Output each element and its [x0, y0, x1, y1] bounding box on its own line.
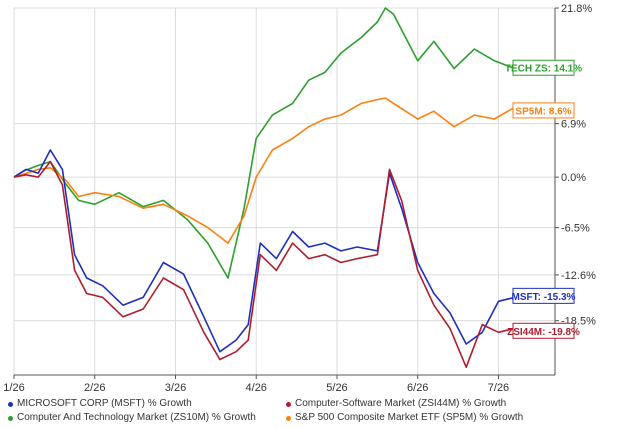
y-axis-ticks: 21.8%6.9%0.0%-6.5%-12.6%-18.5%: [554, 3, 596, 375]
legend-item-zsi44m: Computer-Software Market (ZSI44M) % Grow…: [286, 398, 506, 411]
series-end-labels: TECH ZS: 14.1% SP5M: 8.6% MSFT: -15.3% ZSI4…: [505, 59, 582, 339]
legend-label-zs10m: Computer And Technology Market (ZS10M) %…: [17, 412, 256, 423]
legend-marker-msft: [8, 401, 13, 407]
x-tick-label: 3/26: [165, 382, 186, 394]
legend-label-msft: MICROSOFT CORP (MSFT) % Growth: [17, 398, 192, 409]
end-label-box-zsi44m: [512, 322, 575, 339]
series-line-zsi44m: [13, 160, 547, 369]
x-tick-label: 2/26: [84, 382, 105, 394]
legend-item-msft: MICROSOFT CORP (MSFT) % Growth: [8, 398, 192, 411]
y-tick-label: -6.5%: [561, 223, 590, 235]
end-label-zsi44m: ZSI44M: -19.8%: [507, 327, 580, 338]
x-tick-label: 4/26: [246, 382, 267, 394]
legend: MICROSOFT CORP (MSFT) % Growth Computer-…: [8, 396, 613, 426]
series-line-sp5m: [13, 97, 547, 244]
end-label-box-msft: [512, 287, 575, 304]
series-lines: [13, 7, 548, 369]
series-line-msft: [13, 149, 548, 353]
legend-marker-sp5m: [286, 415, 291, 421]
end-label-zs10m: TECH ZS: 14.1%: [505, 64, 582, 75]
y-tick-label: 21.8%: [561, 3, 592, 15]
y-tick-label: 6.9%: [561, 119, 586, 131]
grid: [13, 7, 555, 375]
legend-label-sp5m: S&P 500 Composite Market ETF (SP5M) % Gr…: [295, 412, 524, 423]
legend-label-zsi44m: Computer-Software Market (ZSI44M) % Grow…: [295, 398, 507, 409]
x-tick-label: 1/26: [3, 382, 24, 394]
legend-marker-zsi44m: [286, 401, 291, 407]
end-label-box-zs10m: [512, 59, 575, 76]
x-tick-label: 5/26: [326, 382, 347, 394]
legend-item-zs10m: Computer And Technology Market (ZS10M) %…: [8, 412, 256, 425]
legend-item-sp5m: S&P 500 Composite Market ETF (SP5M) % Gr…: [286, 412, 523, 425]
series-line-zs10m: [13, 7, 548, 279]
x-tick-label: 7/26: [488, 382, 509, 394]
x-tick-label: 6/26: [407, 382, 428, 394]
legend-marker-zs10m: [8, 415, 13, 421]
y-tick-label: -12.6%: [561, 270, 596, 282]
end-label-box-sp5m: [512, 102, 575, 119]
end-label-msft: MSFT: -15.3%: [512, 292, 576, 303]
y-tick-label: 0.0%: [561, 172, 586, 184]
end-label-sp5m: SP5M: 8.6%: [515, 106, 571, 117]
x-axis-ticks: 1/26 2/26 3/26 4/26 5/26 6/26 7/26: [3, 374, 555, 394]
